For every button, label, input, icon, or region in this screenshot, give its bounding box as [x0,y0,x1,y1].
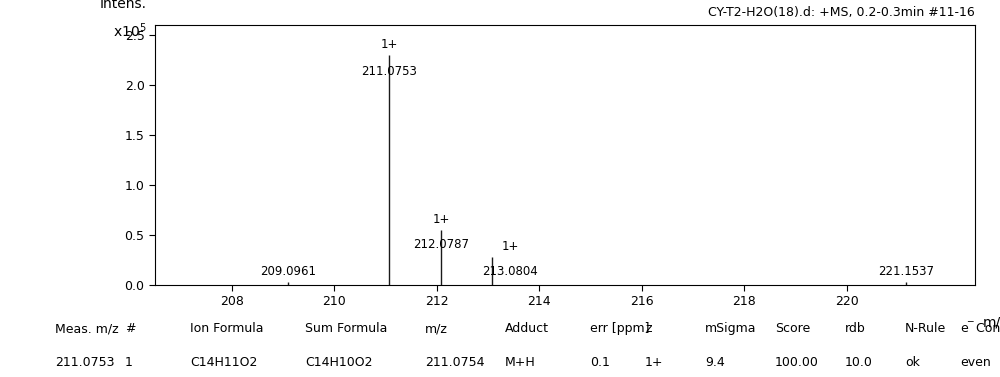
Text: 1+: 1+ [381,38,398,51]
Text: 1+: 1+ [501,240,519,253]
Text: C14H10O2: C14H10O2 [305,356,372,369]
Text: 211.0753: 211.0753 [362,64,417,78]
Text: 9.4: 9.4 [705,356,725,369]
Text: 211.0754: 211.0754 [425,356,484,369]
Text: 213.0804: 213.0804 [482,265,538,277]
Text: even: even [960,356,991,369]
Text: m/z: m/z [983,316,1000,330]
Text: C14H11O2: C14H11O2 [190,356,257,369]
Text: e: e [960,322,968,335]
Text: x10$^{5}$: x10$^{5}$ [113,21,147,40]
Text: 100.00: 100.00 [775,356,819,369]
Text: Sum Formula: Sum Formula [305,322,387,335]
Text: M+H: M+H [505,356,536,369]
Text: Score: Score [775,322,810,335]
Text: 10.0: 10.0 [845,356,873,369]
Text: Ion Formula: Ion Formula [190,322,264,335]
Text: Conf: Conf [972,322,1000,335]
Text: rdb: rdb [845,322,866,335]
Text: 212.0787: 212.0787 [413,238,469,251]
Text: N-Rule: N-Rule [905,322,946,335]
Text: Adduct: Adduct [505,322,549,335]
Text: 221.1537: 221.1537 [878,265,934,278]
Text: #: # [125,322,136,335]
Text: err [ppm]: err [ppm] [590,322,650,335]
Text: 0.1: 0.1 [590,356,610,369]
Text: Intens.: Intens. [100,0,147,11]
Text: ok: ok [905,356,920,369]
Text: 1+: 1+ [432,213,450,225]
Text: 211.0753: 211.0753 [55,356,114,369]
Text: ‾: ‾ [967,321,973,331]
Text: 1: 1 [125,356,133,369]
Text: z: z [645,322,652,335]
Text: mSigma: mSigma [705,322,757,335]
Text: Meas. m/z: Meas. m/z [55,322,119,335]
Text: CY-T2-H2O(18).d: +MS, 0.2-0.3min #11-16: CY-T2-H2O(18).d: +MS, 0.2-0.3min #11-16 [708,6,975,19]
Text: m/z: m/z [425,322,448,335]
Text: 209.0961: 209.0961 [260,265,316,279]
Text: 1+: 1+ [645,356,664,369]
